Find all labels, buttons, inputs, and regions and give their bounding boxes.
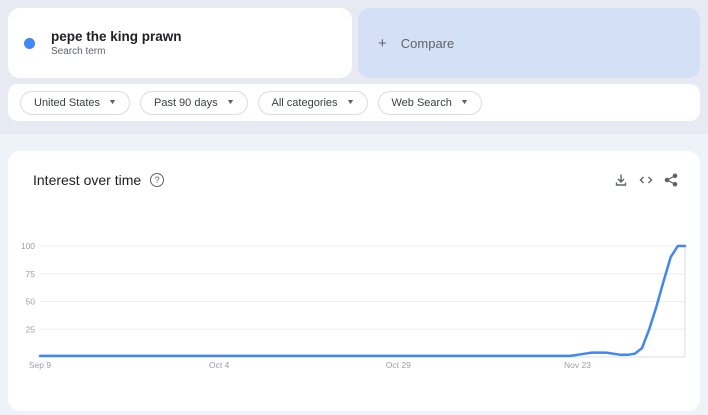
time-filter-dropdown[interactable]: Past 90 days ▼ — [139, 90, 248, 115]
search-type-filter-label: Web Search — [391, 96, 452, 109]
search-terms-row: pepe the king prawn Search term + Compar… — [8, 8, 700, 78]
help-icon[interactable]: ? — [150, 173, 165, 187]
filter-bar: United States ▼ Past 90 days ▼ All categ… — [8, 84, 700, 121]
chart-title: Interest over time — [33, 172, 142, 188]
chevron-down-icon: ▼ — [108, 99, 118, 106]
geo-filter-label: United States — [34, 96, 101, 109]
category-filter-dropdown[interactable]: All categories ▼ — [257, 90, 368, 115]
interest-over-time-card: Interest over time ? — [8, 151, 700, 411]
search-term-type: Search term — [51, 46, 106, 57]
x-axis-tick-label: Oct 29 — [386, 360, 411, 370]
time-filter-label: Past 90 days — [153, 96, 218, 109]
search-type-filter-dropdown[interactable]: Web Search ▼ — [377, 90, 482, 115]
compare-label: Compare — [400, 35, 455, 51]
trend-line-series[interactable] — [38, 244, 687, 358]
add-comparison-button[interactable]: + Compare — [358, 8, 700, 78]
download-icon[interactable] — [614, 173, 628, 187]
y-axis-tick-label: 75 — [26, 269, 36, 279]
explore-header-section: pepe the king prawn Search term + Compar… — [0, 0, 708, 134]
x-axis-tick-label: Oct 4 — [209, 360, 230, 370]
category-filter-label: All categories — [271, 96, 338, 109]
chart-header: Interest over time ? — [8, 151, 700, 188]
chart-actions — [614, 173, 678, 187]
x-axis-tick-label: Nov 23 — [564, 360, 591, 370]
plus-icon: + — [378, 34, 387, 52]
series-color-dot-icon — [24, 37, 35, 49]
chevron-down-icon: ▼ — [345, 99, 355, 106]
y-axis-tick-label: 100 — [21, 241, 35, 251]
search-term-label: pepe the king prawn — [51, 29, 182, 44]
x-axis-tick-label: Sep 9 — [29, 360, 51, 370]
interest-over-time-chart[interactable]: 100 75 50 25 Sep 9 Oct 4 Oct 29 Nov 23 — [8, 236, 700, 386]
chevron-down-icon: ▼ — [225, 99, 235, 106]
share-icon[interactable] — [664, 173, 678, 187]
y-axis-tick-label: 25 — [26, 324, 36, 334]
geo-filter-dropdown[interactable]: United States ▼ — [20, 90, 130, 115]
chevron-down-icon: ▼ — [459, 99, 469, 106]
y-axis-tick-label: 50 — [26, 297, 36, 307]
search-term-card[interactable]: pepe the king prawn Search term — [8, 8, 352, 78]
embed-icon[interactable] — [639, 173, 653, 187]
